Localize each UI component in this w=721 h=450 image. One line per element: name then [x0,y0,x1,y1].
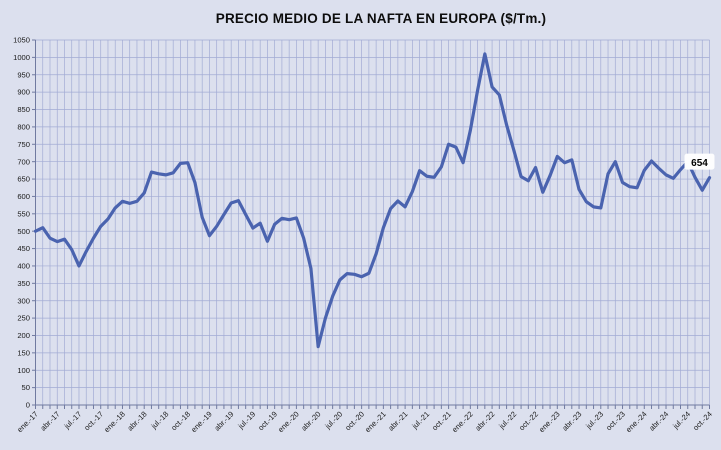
svg-text:abr.-21: abr.-21 [386,410,409,433]
svg-text:900: 900 [17,88,30,97]
svg-text:jul.-24: jul.-24 [670,410,692,432]
svg-text:jul.-21: jul.-21 [410,410,432,432]
svg-text:jul.-23: jul.-23 [584,410,606,432]
svg-text:100: 100 [17,366,30,375]
svg-text:350: 350 [17,279,30,288]
svg-text:450: 450 [17,244,30,253]
svg-text:abr.-22: abr.-22 [473,410,496,433]
svg-text:200: 200 [17,331,30,340]
price-line [33,52,712,349]
svg-text:250: 250 [17,314,30,323]
svg-text:700: 700 [17,157,30,166]
svg-text:1000: 1000 [13,53,30,62]
svg-text:ene.-21: ene.-21 [363,410,388,435]
svg-text:ene.-17: ene.-17 [15,410,40,435]
svg-text:oct.-21: oct.-21 [430,410,453,433]
x-axis-ticks [35,405,710,409]
y-axis-labels: 0 50 100 150 200 250 300 350 400 450 500 550 600 650 7… [13,36,30,410]
svg-text:abr.-18: abr.-18 [126,410,149,433]
svg-text:850: 850 [17,105,30,114]
svg-text:0: 0 [26,401,30,410]
horizontal-gridlines [35,39,710,388]
svg-text:500: 500 [17,227,30,236]
svg-text:abr.-20: abr.-20 [299,410,322,433]
svg-text:50: 50 [22,383,30,392]
svg-text:550: 550 [17,209,30,218]
svg-text:oct.-24: oct.-24 [691,410,714,433]
svg-text:jul.-17: jul.-17 [62,410,84,432]
svg-text:abr.-19: abr.-19 [213,410,236,433]
svg-text:950: 950 [17,70,30,79]
svg-text:jul.-18: jul.-18 [149,410,171,432]
vertical-gridlines [42,40,710,405]
svg-text:oct.-17: oct.-17 [82,410,105,433]
axes [35,40,710,406]
svg-text:jul.-22: jul.-22 [497,410,519,432]
svg-text:750: 750 [17,140,30,149]
end-value-label: 654 [684,153,715,170]
svg-text:800: 800 [17,123,30,132]
svg-text:ene.-24: ene.-24 [624,410,649,435]
svg-text:1050: 1050 [13,36,30,45]
svg-text:600: 600 [17,192,30,201]
end-value-label-text: 654 [691,158,708,169]
svg-text:abr.-17: abr.-17 [39,410,62,433]
svg-text:oct.-18: oct.-18 [169,410,192,433]
chart-title: PRECIO MEDIO DE LA NAFTA EN EUROPA ($/Tm… [216,11,546,26]
svg-text:jul.-20: jul.-20 [323,410,345,432]
svg-text:400: 400 [17,262,30,271]
svg-text:jul.-19: jul.-19 [236,410,258,432]
svg-text:300: 300 [17,296,30,305]
y-axis-ticks [32,39,36,406]
svg-text:ene.-23: ene.-23 [537,410,562,435]
svg-text:abr.-24: abr.-24 [647,410,670,433]
svg-text:150: 150 [17,348,30,357]
svg-text:ene.-20: ene.-20 [276,410,301,435]
svg-text:ene.-19: ene.-19 [189,410,214,435]
svg-text:oct.-22: oct.-22 [517,410,540,433]
end-value-label-box [684,153,715,170]
svg-text:ene.-18: ene.-18 [102,410,127,435]
svg-text:oct.-20: oct.-20 [343,410,366,433]
svg-text:oct.-23: oct.-23 [604,410,627,433]
svg-text:abr.-23: abr.-23 [560,410,583,433]
svg-text:ene.-22: ene.-22 [450,410,475,435]
svg-text:oct.-19: oct.-19 [256,410,279,433]
svg-text:650: 650 [17,175,30,184]
